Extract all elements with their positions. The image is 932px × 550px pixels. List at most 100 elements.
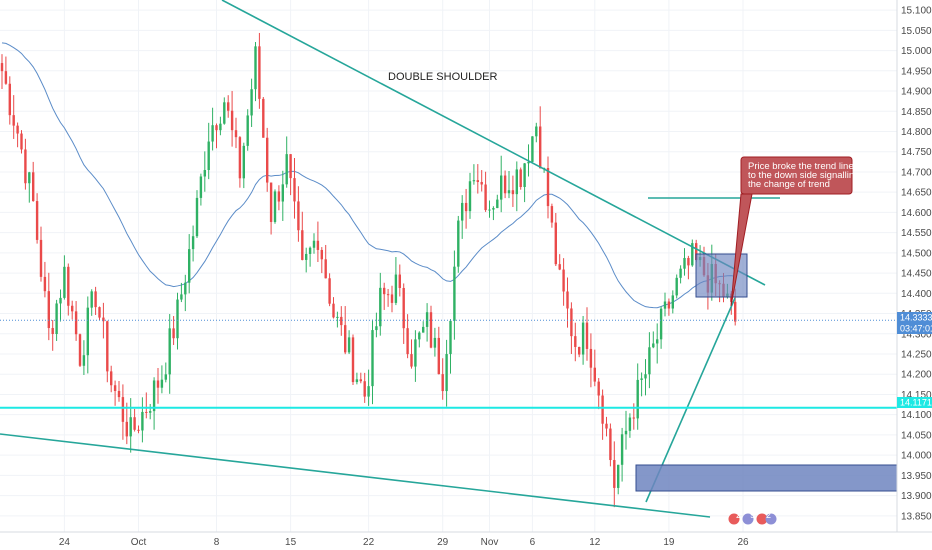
y-tick-label: 14.40000	[901, 289, 932, 300]
candle-body	[86, 307, 89, 356]
candle-body	[379, 287, 382, 327]
candle-body	[640, 378, 643, 380]
badge-count: 2	[766, 510, 771, 520]
candle-body	[230, 110, 234, 131]
candle-body	[51, 328, 54, 335]
candle-body	[94, 291, 97, 308]
callout-note[interactable]: Price broke the trend line to the down s…	[740, 156, 859, 195]
candle-body	[188, 249, 191, 283]
price-tags: 14.33335 03:47:01 14.11714	[897, 312, 932, 408]
candle-body	[277, 191, 281, 202]
y-tick-label: 14.60000	[901, 208, 932, 219]
candle-body	[160, 379, 164, 388]
candle-body	[199, 176, 203, 198]
candle-body	[78, 334, 82, 366]
candle-body	[648, 347, 651, 375]
candle-body	[589, 348, 593, 368]
candle-body	[238, 137, 242, 179]
candle-body	[273, 191, 277, 222]
flag-icon[interactable]	[765, 513, 777, 525]
y-tick-label: 14.90000	[901, 87, 932, 98]
y-tick-label: 14.10000	[901, 410, 932, 421]
y-tick-label: 15.05000	[901, 26, 932, 37]
note-line-3: the change of trend	[748, 179, 830, 190]
moving-average-line	[1, 42, 736, 309]
candle-body	[519, 169, 522, 188]
y-tick-label: 14.05000	[901, 430, 932, 441]
trendline-upper	[221, 0, 766, 286]
x-tick-label: 6	[530, 537, 536, 548]
candle-body	[659, 308, 663, 340]
y-tick-label: 14.15000	[901, 390, 932, 401]
candle-body	[340, 316, 343, 326]
y-tick-label: 13.85000	[901, 511, 932, 522]
candle-body	[457, 220, 460, 267]
candle-body	[191, 236, 195, 250]
price-axis[interactable]: 15.10000 15.05000 15.00000 14.95000 14.90000…	[896, 0, 932, 532]
candle-body	[63, 266, 66, 298]
candle-body	[593, 367, 596, 382]
y-tick-label: 15.00000	[901, 46, 932, 57]
candle-body	[355, 379, 359, 383]
candle-body	[663, 301, 667, 309]
candle-body	[433, 337, 437, 348]
candle-body	[164, 374, 167, 380]
candle-body	[121, 397, 125, 422]
candle-body	[262, 98, 265, 138]
candle-body	[492, 208, 495, 210]
pattern-title: DOUBLE SHOULDER	[388, 71, 497, 83]
candle-body	[414, 339, 417, 367]
candle-body	[113, 385, 117, 391]
candle-body	[390, 294, 394, 303]
candle-body	[484, 184, 487, 211]
candle-body	[383, 287, 386, 295]
candle-body	[449, 320, 452, 355]
candle-body	[74, 311, 78, 335]
candle-body	[406, 328, 409, 355]
candle-body	[71, 305, 74, 312]
y-tick-label: 14.70000	[901, 167, 932, 178]
time-axis[interactable]: 24 Oct 8 15 22 29 Nov 6 12 19 26	[0, 531, 932, 548]
candle-body	[215, 125, 218, 131]
candle-body	[617, 464, 620, 488]
candle-body	[16, 125, 19, 134]
candle-body	[507, 190, 511, 194]
y-tick-label: 14.75000	[901, 147, 932, 158]
candle-body	[152, 380, 156, 412]
candle-body	[82, 355, 86, 366]
y-tick-label: 14.85000	[901, 107, 932, 118]
candle-body	[605, 423, 608, 429]
candle-body	[488, 209, 491, 211]
candle-body	[523, 163, 526, 188]
candle-body	[8, 83, 11, 116]
candle-body	[636, 379, 639, 419]
badge-count: 9	[750, 510, 755, 520]
candle-body	[527, 161, 530, 164]
event-icons[interactable]: 2 9 2	[728, 510, 777, 525]
candle-body	[613, 460, 616, 488]
candle-body	[336, 316, 339, 318]
candle-body	[324, 259, 327, 279]
candle-body	[254, 46, 257, 90]
candle-body	[632, 417, 635, 419]
candle-body	[429, 312, 433, 348]
candle-body	[394, 274, 398, 303]
x-tick-label: 15	[285, 537, 297, 548]
candle-body	[476, 180, 479, 182]
trendline-lower	[0, 433, 711, 518]
candle-body	[47, 291, 50, 329]
candle-body	[461, 202, 464, 221]
flag-icon[interactable]	[756, 513, 768, 525]
candle-body	[558, 264, 561, 270]
candle-body	[675, 277, 678, 296]
flag-icon[interactable]	[728, 513, 740, 525]
candle-body	[445, 354, 448, 392]
y-tick-label: 14.25000	[901, 349, 932, 360]
candle-body	[90, 291, 93, 308]
candle-body	[468, 181, 472, 212]
candle-body	[328, 278, 331, 304]
flag-icon[interactable]	[742, 513, 754, 525]
y-tick-label: 14.45000	[901, 269, 932, 280]
candle-body	[620, 434, 624, 465]
